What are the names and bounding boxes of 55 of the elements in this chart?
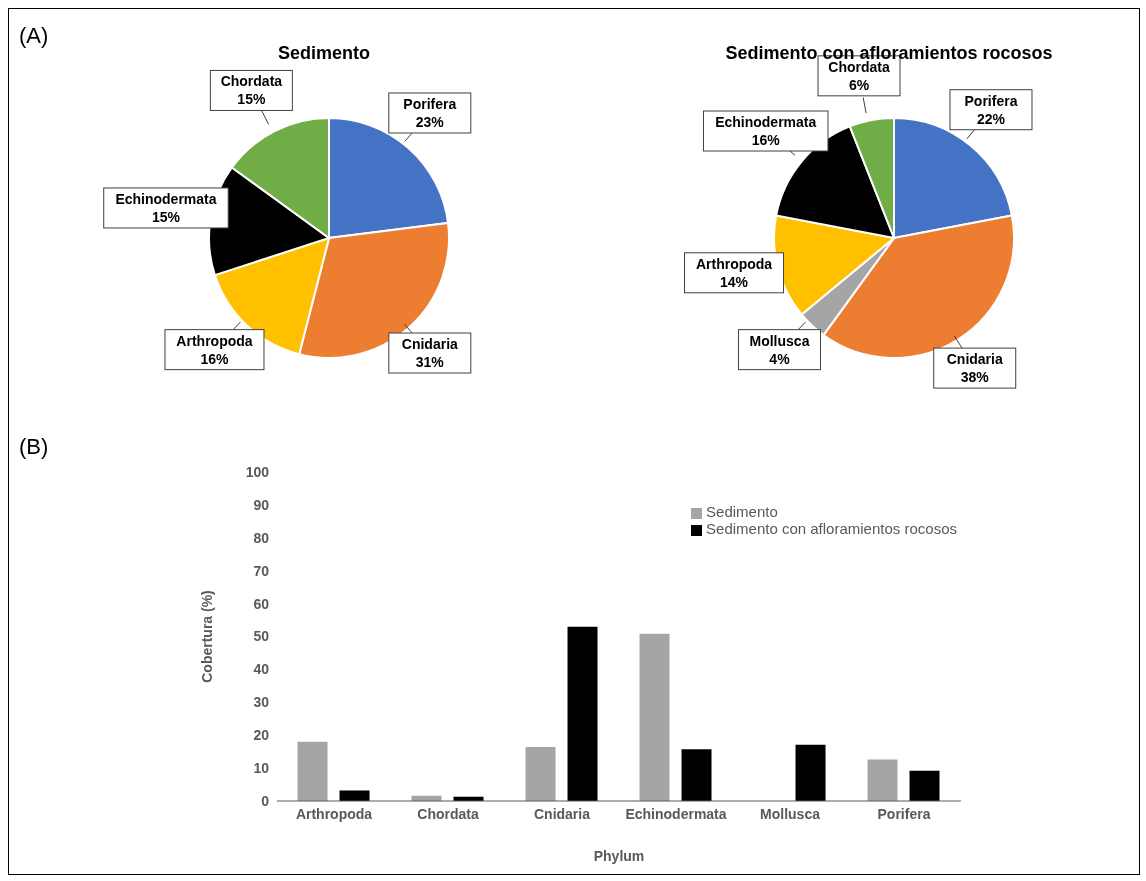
x-tick-label: Arthropoda <box>295 805 373 822</box>
y-tick-label: 0 <box>261 792 270 809</box>
data-label: 38% <box>960 369 990 386</box>
y-tick-label: 60 <box>253 595 270 612</box>
slice-label: Arthropoda <box>695 255 773 272</box>
data-label: 14% <box>720 273 749 290</box>
data-label: 22% <box>976 110 1006 127</box>
x-tick-label: Chordata <box>417 805 479 822</box>
legend-label: Sedimento con afloramientos rocosos <box>706 520 957 537</box>
y-tick-label: 50 <box>253 628 270 645</box>
text: (B) <box>19 434 49 460</box>
y-tick-label: 20 <box>253 727 270 744</box>
y-tick-label: 10 <box>253 760 270 777</box>
slice-label: Porifera <box>964 92 1018 109</box>
y-tick-label: 100 <box>245 463 270 480</box>
x-tick-label: Echinodermata <box>625 805 727 822</box>
data-label: 16% <box>751 132 781 149</box>
x-tick-label: Porifera <box>877 805 931 822</box>
chart-title: Sedimento <box>277 43 370 63</box>
x-tick-label: Cnidaria <box>533 805 591 822</box>
y-axis-title: Cobertura (%) <box>198 590 215 683</box>
x-tick-label: Mollusca <box>760 805 821 822</box>
slice-label: Echinodermata <box>115 190 217 207</box>
data-label: 15% <box>237 91 266 108</box>
bar <box>795 744 826 801</box>
slice-label: Cnidaria <box>946 351 1003 368</box>
bar <box>909 770 940 801</box>
bar <box>639 633 670 801</box>
slice-label: Cnidaria <box>401 336 459 353</box>
legend-label: Sedimento <box>706 503 778 520</box>
slice-label: Arthropoda <box>176 332 253 349</box>
slice-label: Echinodermata <box>715 114 817 131</box>
data-label: 15% <box>151 208 181 225</box>
slice-label: Chordata <box>828 58 890 75</box>
data-label: 31% <box>415 354 445 371</box>
y-tick-label: 90 <box>253 496 270 513</box>
bar <box>339 790 370 801</box>
bar <box>297 741 328 801</box>
y-tick-label: 70 <box>253 562 270 579</box>
slice-label: Porifera <box>403 95 457 112</box>
data-label: 4% <box>769 350 791 367</box>
slice-label: Mollusca <box>749 332 810 349</box>
bar <box>681 749 712 801</box>
bar <box>867 759 898 801</box>
bar <box>525 747 556 801</box>
data-label: 16% <box>200 350 230 367</box>
y-tick-label: 80 <box>253 529 270 546</box>
data-label: 6% <box>848 76 870 93</box>
x-axis-title: Phylum <box>593 848 645 864</box>
bar <box>567 626 598 801</box>
text: (A) <box>19 23 49 49</box>
slice-label: Chordata <box>220 73 283 90</box>
data-label: 23% <box>415 113 445 130</box>
y-tick-label: 40 <box>253 661 270 678</box>
y-tick-label: 30 <box>253 694 270 711</box>
